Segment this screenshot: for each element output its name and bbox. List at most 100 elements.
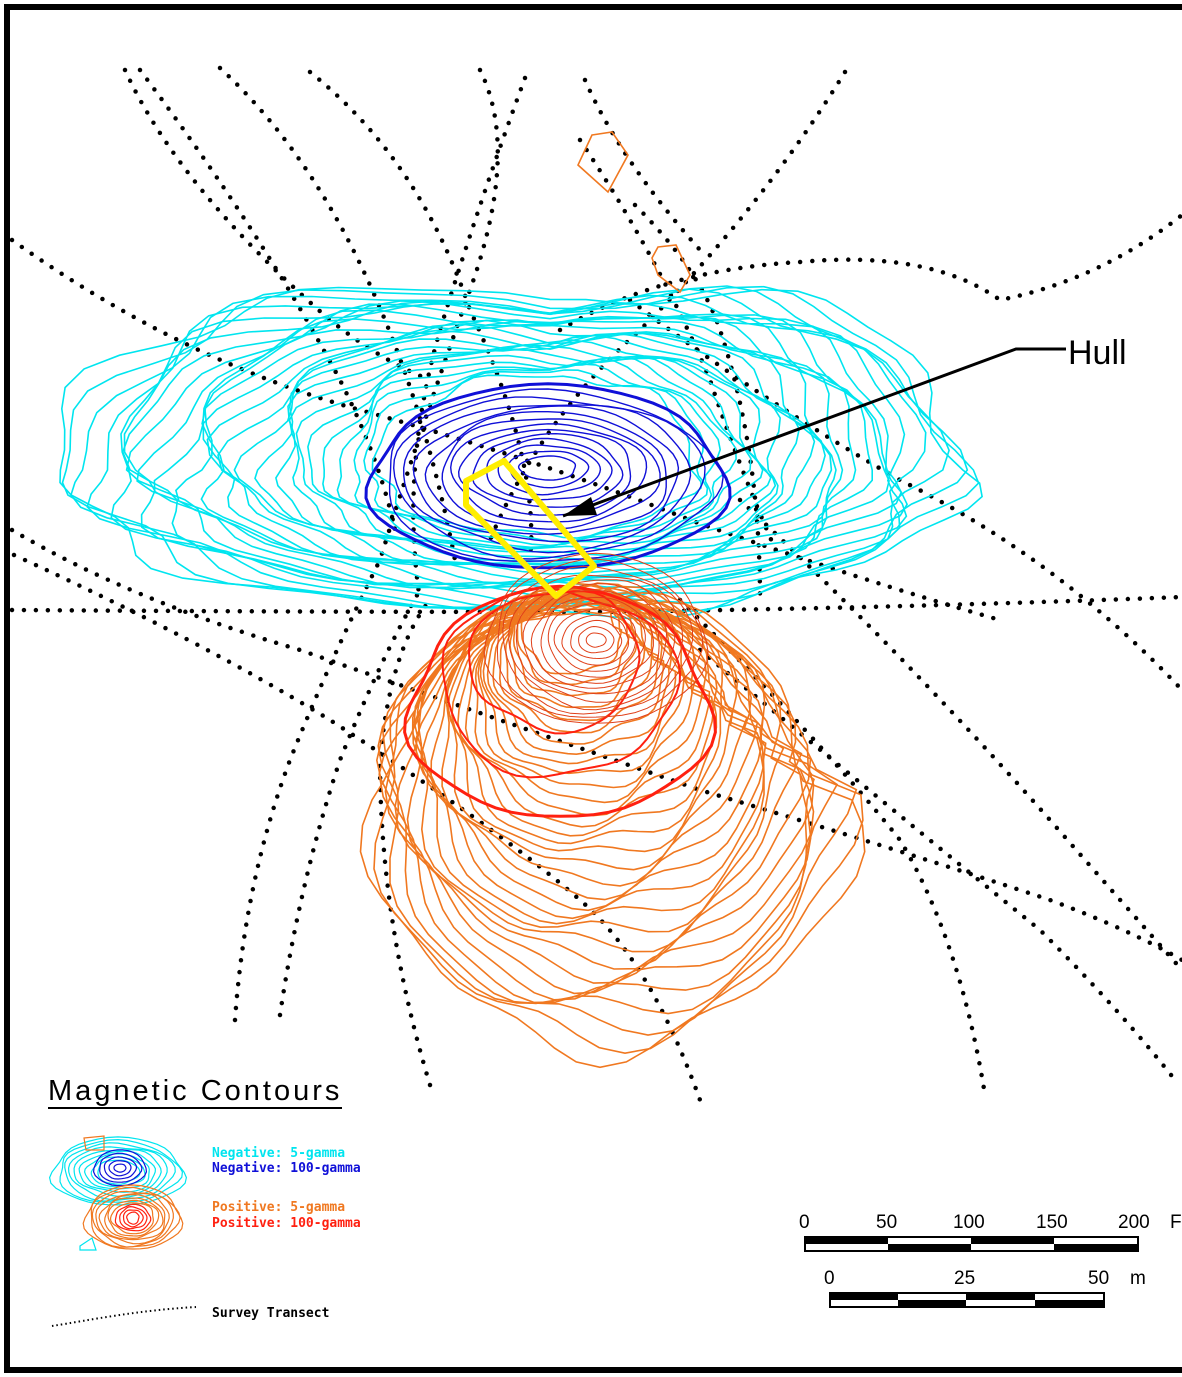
legend-sample-positive-contour [122,1209,144,1228]
negative-5-gamma-contour [175,320,857,589]
survey-transect-line [377,597,433,1088]
positive-100-gamma-contour [467,590,641,735]
positive-5-gamma-contour [411,584,785,933]
positive-5-gamma-contour [477,591,696,789]
legend-sample-negative-100-contour [99,1152,143,1183]
negative-5-gamma-contour [307,354,764,551]
scale-feet-tick-50: 50 [876,1212,898,1233]
scale-meters-tick-25: 25 [954,1268,976,1289]
positive-5-gamma-contour [651,244,691,294]
negative-100-gamma-contour [402,404,692,554]
positive-5-gamma-contour [413,586,803,953]
legend-sample-positive-contour [114,1203,152,1232]
legend-sample-negative-contour [59,1138,184,1203]
legend-sample-positive-contour [109,1202,155,1235]
negative-5-gamma-contour [233,332,816,567]
survey-transect-line [557,212,1182,333]
negative-100-gamma-contour [364,382,732,570]
positive-100-gamma-contour [522,583,668,695]
survey-transect-line [232,557,383,1023]
legend-sample-positive-contour [82,1184,184,1250]
scale-feet-tick-0: 0 [799,1212,810,1233]
legend-sample-positive-contour [104,1197,164,1240]
negative-100-gamma-contour [497,444,602,496]
positive-5-gamma-contour [394,599,815,984]
legend-sample-negative-100-contour [113,1163,127,1173]
legend-sample-positive-contour [98,1193,166,1241]
positive-100-gamma-contour [570,619,623,660]
scale-meters-unit: m [1130,1268,1146,1289]
negative-5-gamma-contour [70,285,969,610]
positive-100-gamma-contour [547,602,646,678]
negative-100-gamma-contour [441,418,661,530]
scale-bar-feet [804,1236,1139,1252]
positive-100-gamma-contour [502,565,694,715]
legend-positive-100-gamma: Positive: 100-gamma [212,1216,361,1231]
survey-transect-line [487,69,848,543]
legend-sample-positive-contour [119,1205,148,1230]
scale-meters-tick-50: 50 [1088,1268,1110,1289]
positive-5-gamma-contour [464,596,711,817]
survey-transect-line [377,67,501,563]
hull-pointer [562,347,1066,518]
legend-sample-positive-contour [126,1211,140,1225]
positive-5-gamma-contour [509,592,646,709]
negative-100-gamma-contour [424,411,667,535]
scale-feet-tick-200: 200 [1118,1212,1150,1233]
positive-100-gamma-contour [441,586,682,779]
legend-sample-positive-contour [95,1192,170,1245]
scale-feet-tick-100: 100 [953,1212,985,1233]
negative-5-gamma-contour [59,286,983,620]
negative-5-gamma-contour [86,288,950,611]
positive-5-gamma-contour [577,131,629,194]
positive-100-gamma-contours [403,552,717,818]
legend-sample-negative-contour [73,1149,162,1198]
positive-100-gamma-contour [553,608,637,672]
negative-5-gamma-contour [125,303,903,596]
hull-label: Hull [1068,334,1127,372]
negative-5-gamma-contour [153,315,874,590]
legend-negative-5-gamma: Negative: 5-gamma [212,1146,346,1161]
legend-positive-5-gamma: Positive: 5-gamma [212,1200,346,1215]
survey-transect-line [632,202,763,603]
legend-transect-sample [51,1306,197,1327]
survey-transect-line [677,597,988,1098]
legend-title: Magnetic Contours [48,1075,343,1109]
positive-100-gamma-contour [515,579,676,703]
positive-100-gamma-contour [508,574,684,711]
negative-5-gamma-contour [336,358,737,549]
negative-5-gamma-contour [123,300,908,608]
survey-transect-line [577,137,783,563]
scale-feet-unit: F [1170,1212,1182,1233]
negative-100-gamma-contour [449,423,648,523]
survey-transect-line [737,497,1182,973]
negative-5-gamma-contours [59,285,983,620]
legend-sample-positive-contour [90,1186,181,1248]
survey-transect-line [582,77,703,253]
negative-5-gamma-contour [322,355,752,549]
positive-100-gamma-contour [585,632,607,648]
scale-meters-tick-0: 0 [824,1268,835,1289]
legend-sample-map [48,1135,188,1251]
survey-transect-line [137,67,398,533]
legend-sample-negative-100-contour [103,1156,138,1180]
scale-feet-tick-150: 150 [1036,1212,1068,1233]
legend-sample-negative-100-contour [108,1160,132,1177]
positive-5-gamma-contours [359,131,866,1069]
positive-100-gamma-contour [530,589,660,689]
scale-bar-meters [829,1292,1105,1308]
negative-100-gamma-contours [364,382,732,570]
positive-100-gamma-contour [496,558,704,718]
map-frame [4,4,1182,1373]
negative-5-gamma-contour [217,329,826,570]
legend-sample-positive-contour [91,1190,174,1248]
legend-sample-negative-100-contour [92,1149,148,1187]
survey-transect-line [217,65,458,563]
negative-100-gamma-contour [412,405,680,543]
negative-5-gamma-contour [202,319,837,581]
positive-100-gamma-contour [561,614,630,666]
legend-negative-100-gamma: Negative: 100-gamma [212,1161,361,1176]
survey-transect-line [9,527,1182,963]
survey-transect-line [9,594,1182,615]
